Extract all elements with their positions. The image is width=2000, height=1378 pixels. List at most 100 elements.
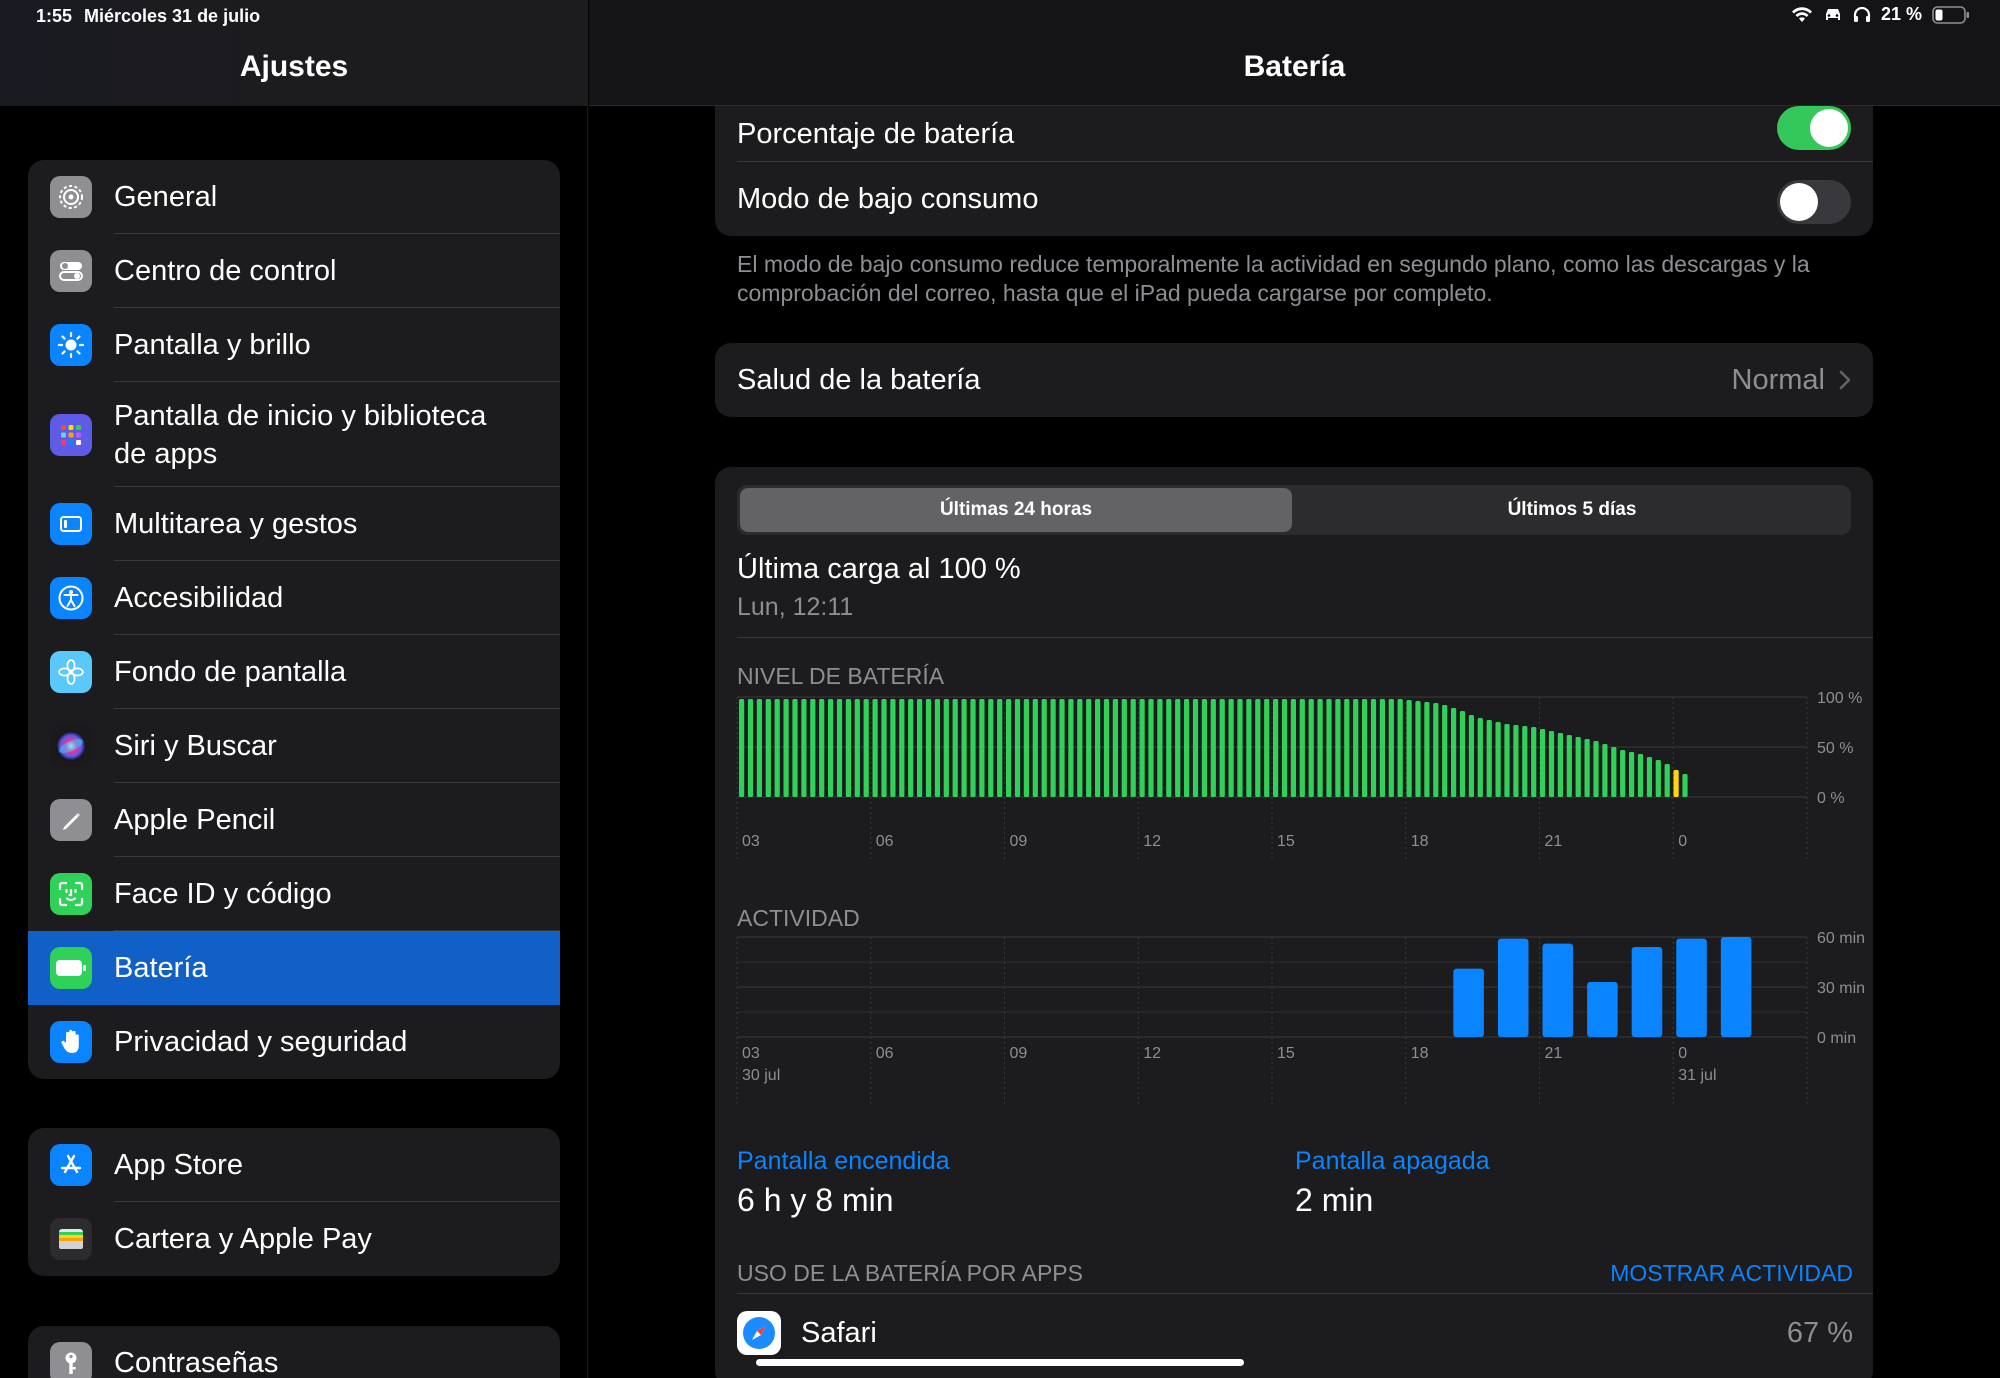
battery-level-bar: [1246, 699, 1252, 797]
date-label: 30 jul: [742, 1067, 780, 1084]
x-tick-label: 15: [1277, 1045, 1295, 1062]
battery-level-bar: [952, 699, 958, 797]
battery-level-bar: [1362, 699, 1368, 797]
battery-level-bar: [1682, 774, 1688, 797]
activity-chart-title: ACTIVIDAD: [737, 905, 860, 931]
sidebar-item-face-id[interactable]: Face ID y código: [28, 857, 560, 931]
y-tick-label: 50 %: [1817, 740, 1853, 757]
sidebar-item-multitasking[interactable]: Multitarea y gestos: [28, 487, 560, 561]
low-power-toggle[interactable]: [1777, 180, 1851, 224]
battery-level-bar: [1014, 699, 1021, 797]
sidebar-item-accessibility[interactable]: Accesibilidad: [28, 561, 560, 635]
battery-level-bar: [943, 699, 949, 797]
battery-level-bar: [836, 699, 843, 797]
sidebar-item-wallet[interactable]: Cartera y Apple Pay: [28, 1202, 560, 1276]
sidebar-item-display[interactable]: Pantalla y brillo: [28, 308, 560, 382]
x-tick-label: 0: [1678, 833, 1687, 850]
settings-group-main: General Centro de control Pantalla y bri…: [28, 160, 560, 1079]
battery-level-bar: [1192, 699, 1199, 797]
sidebar-item-label: Apple Pencil: [114, 804, 276, 836]
battery-level-bar: [1317, 699, 1323, 797]
battery-percentage-text: 21 %: [1880, 4, 1922, 24]
battery-level-bar: [1548, 731, 1555, 797]
sidebar-header: Ajustes: [0, 0, 588, 106]
battery-level-bar: [1486, 720, 1492, 797]
activity-chart[interactable]: 60 min 30 min 0 min 03 06 09 12 15 18 21 0 30 jul 31…: [715, 927, 1873, 1117]
sidebar-item-app-store[interactable]: App Store: [28, 1128, 560, 1202]
battery-level-bar: [1504, 724, 1510, 797]
accessibility-icon: [50, 577, 92, 619]
battery-level-bar: [1130, 699, 1136, 797]
battery-level-bar: [1629, 752, 1635, 797]
sidebar-item-battery[interactable]: Batería: [28, 931, 560, 1005]
battery-level-bar: [908, 699, 914, 797]
wallet-icon: [50, 1218, 92, 1260]
battery-level-bar: [1095, 699, 1101, 797]
x-tick-label: 18: [1411, 1045, 1429, 1062]
battery-level-bar: [854, 699, 860, 797]
sidebar-item-wallpaper[interactable]: Fondo de pantalla: [28, 635, 560, 709]
sidebar-item-passwords[interactable]: Contraseñas: [28, 1326, 560, 1378]
battery-level-bar: [1540, 729, 1546, 797]
battery-icon: [50, 947, 92, 989]
sidebar-item-apple-pencil[interactable]: Apple Pencil: [28, 783, 560, 857]
sidebar-item-siri[interactable]: Siri y Buscar: [28, 709, 560, 783]
show-activity-link[interactable]: MOSTRAR ACTIVIDAD: [1610, 1260, 1853, 1286]
battery-level-bar: [1139, 699, 1145, 797]
battery-percentage-toggle[interactable]: [1777, 106, 1851, 150]
battery-level-bar: [890, 699, 896, 797]
sidebar-item-privacy[interactable]: Privacidad y seguridad: [28, 1005, 560, 1079]
battery-level-bar: [863, 699, 869, 797]
battery-level-bar: [1522, 726, 1528, 797]
segment-last-5-days[interactable]: Últimos 5 días: [1507, 499, 1637, 520]
sidebar-title: Ajustes: [239, 50, 349, 83]
x-tick-label: 21: [1545, 833, 1563, 850]
screen-on-label: Pantalla encendida: [737, 1147, 950, 1175]
battery-level-bar: [1281, 699, 1288, 797]
battery-level-bar: [1646, 757, 1652, 797]
x-tick-label: 15: [1277, 833, 1295, 850]
battery-level-bar: [1344, 699, 1350, 797]
battery-level-chart[interactable]: 100 % 50 % 0 % 03 06 09 12 15 18 21 0: [715, 687, 1873, 867]
sidebar-item-label: Pantalla de inicio y biblioteca de apps: [114, 399, 487, 470]
battery-level-bar: [1477, 718, 1483, 797]
flower-icon: [50, 651, 92, 693]
y-tick-label: 100 %: [1817, 690, 1862, 707]
battery-level-bar: [1255, 699, 1261, 797]
date-label: 31 jul: [1678, 1067, 1716, 1084]
battery-level-bar: [1201, 699, 1207, 797]
battery-level-bar: [1023, 699, 1029, 797]
x-tick-label: 09: [1010, 833, 1028, 850]
battery-level-bar: [1184, 699, 1190, 797]
battery-level-bar: [1059, 699, 1065, 797]
multitask-icon: [50, 503, 92, 545]
battery-level-bar: [1424, 702, 1430, 797]
activity-bar: [1453, 968, 1484, 1037]
app-usage-row-safari[interactable]: Safari 67 %: [737, 1303, 1853, 1363]
sidebar-item-control-center[interactable]: Centro de control: [28, 234, 560, 308]
app-grid-icon: [50, 413, 92, 456]
settings-group-passwords: Contraseñas: [28, 1326, 560, 1378]
battery-level-bar: [1451, 708, 1457, 797]
battery-level-chart-title: NIVEL DE BATERÍA: [737, 663, 945, 689]
battery-health-row[interactable]: Salud de la batería Normal: [715, 343, 1873, 417]
face-id-icon: [50, 873, 92, 915]
chevron-right-icon: [1839, 370, 1851, 390]
x-tick-label: 18: [1411, 833, 1429, 850]
battery-level-bar: [1557, 733, 1563, 797]
sidebar-item-label: Accesibilidad: [114, 582, 284, 614]
battery-level-bar: [1228, 699, 1234, 797]
apps-usage-header: USO DE LA BATERÍA POR APPS: [737, 1260, 1083, 1286]
low-power-label: Modo de bajo consumo: [737, 182, 1039, 215]
status-date: Miércoles 31 de julio: [84, 6, 261, 26]
battery-level-bar: [925, 699, 932, 797]
sidebar-item-general[interactable]: General: [28, 160, 560, 234]
sidebar-item-home-screen[interactable]: Pantalla de inicio y biblioteca de apps: [28, 382, 560, 487]
settings-group-store: App Store Cartera y Apple Pay: [28, 1128, 560, 1276]
switches-icon: [50, 250, 92, 292]
segment-last-24-hours[interactable]: Últimas 24 horas: [740, 488, 1292, 532]
battery-level-bar: [1103, 699, 1110, 797]
screen-off-label: Pantalla apagada: [1295, 1147, 1490, 1175]
battery-usage-card: Últimas 24 horas Últimos 5 días Última c…: [715, 467, 1873, 1378]
battery-level-bar: [845, 699, 851, 797]
